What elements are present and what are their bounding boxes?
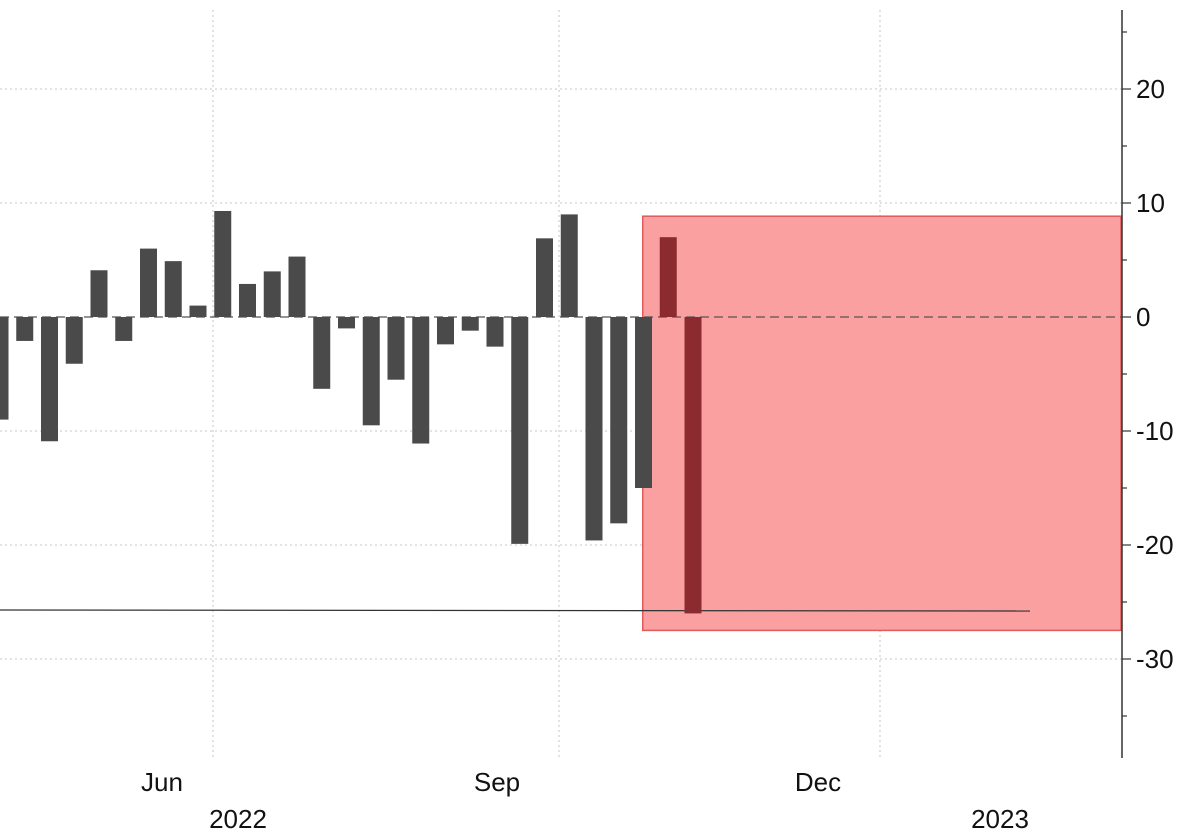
bar (560, 214, 578, 317)
y-axis: 20 10 0 -10 -20 -30 (1121, 10, 1174, 758)
bar (239, 283, 256, 317)
bar (437, 317, 454, 345)
bar (65, 317, 83, 364)
bar (461, 317, 479, 331)
bar (164, 261, 182, 317)
bar (16, 317, 34, 341)
bar (684, 317, 702, 614)
reference-line-stroke (0, 609, 1031, 612)
bar (0, 317, 9, 420)
y-tick-label: 0 (1136, 302, 1150, 332)
bar (214, 210, 232, 317)
bar (288, 256, 306, 317)
x-tick-label: Sep (474, 767, 520, 797)
bar (610, 317, 628, 524)
y-tick-label: 20 (1136, 74, 1165, 104)
bar (263, 271, 281, 317)
x-axis: Jun Sep Dec 2022 2023 (141, 767, 1029, 834)
bar (338, 317, 355, 329)
bar (387, 317, 405, 380)
x-tick-label: Jun (141, 767, 183, 797)
bar (511, 317, 529, 544)
y-tick-label: -10 (1136, 416, 1174, 446)
bar (635, 317, 652, 488)
bar (313, 317, 331, 389)
bar (90, 270, 108, 317)
bar (41, 317, 58, 442)
y-tick-label: -30 (1136, 644, 1174, 674)
highlight-box (642, 215, 1122, 632)
x-year-label: 2022 (209, 804, 267, 834)
bar (362, 317, 380, 426)
x-tick-label: Dec (795, 767, 841, 797)
bar (115, 317, 133, 341)
bar (140, 248, 157, 317)
reference-line (0, 609, 1031, 612)
bar (486, 317, 504, 347)
bar (189, 305, 207, 317)
bar (536, 238, 553, 317)
highlight-rect (642, 215, 1122, 632)
x-year-label: 2023 (971, 804, 1029, 834)
bar (585, 317, 603, 541)
bars (0, 210, 702, 614)
bar (659, 237, 677, 317)
bar (412, 317, 430, 444)
y-tick-label: 10 (1136, 188, 1165, 218)
y-tick-label: -20 (1136, 530, 1174, 560)
